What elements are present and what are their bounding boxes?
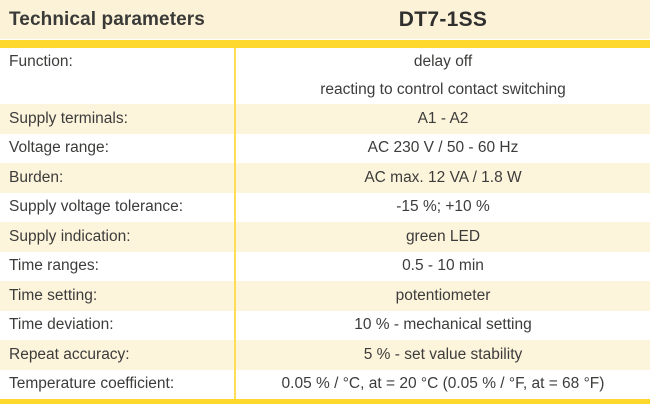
param-value: 5 % - set value stability (363, 345, 523, 363)
table-row: Time setting: potentiometer (0, 281, 650, 311)
param-value: potentiometer (395, 286, 491, 304)
param-value: 0.05 % / °C, at = 20 °C (0.05 % / °F, at… (281, 375, 605, 393)
param-label: Time deviation: (0, 310, 236, 340)
table-row: Voltage range: AC 230 V / 50 - 60 Hz (0, 133, 650, 163)
param-value: AC 230 V / 50 - 60 Hz (367, 139, 519, 157)
param-label: Supply terminals: (0, 104, 236, 134)
param-value: A1 - A2 (417, 109, 469, 127)
accent-bar-bottom (0, 399, 650, 404)
param-label: Time ranges: (0, 251, 236, 281)
param-value-line-1: delay off (413, 53, 473, 70)
param-value: 10 % - mechanical setting (354, 316, 532, 334)
param-value: delay off reacting to control contact sw… (236, 48, 650, 104)
param-label: Supply indication: (0, 222, 236, 252)
param-label: Repeat accuracy: (0, 340, 236, 370)
table-row: Function: delay off reacting to control … (0, 48, 650, 104)
param-label: Time setting: (0, 281, 236, 311)
param-value: AC max. 12 VA / 1.8 W (364, 168, 522, 186)
param-label: Supply voltage tolerance: (0, 192, 236, 222)
table-row: Time ranges: 0.5 - 10 min (0, 251, 650, 281)
header-divider (0, 39, 650, 40)
param-value-line-2: reacting to control contact switching (320, 81, 566, 98)
table-row: Supply indication: green LED (0, 222, 650, 252)
table-row: Supply voltage tolerance: -15 %; +10 % (0, 192, 650, 222)
param-value: -15 %; +10 % (396, 198, 490, 216)
param-label: Temperature coefficient: (0, 369, 236, 399)
table-header: Technical parameters DT7-1SS (0, 0, 650, 39)
param-label: Voltage range: (0, 133, 236, 163)
accent-bar-top (0, 40, 650, 48)
table-row: Burden: AC max. 12 VA / 1.8 W (0, 163, 650, 193)
param-label: Burden: (0, 163, 236, 193)
param-value: 0.5 - 10 min (402, 257, 484, 275)
table-row: Time deviation: 10 % - mechanical settin… (0, 310, 650, 340)
param-value: green LED (405, 227, 481, 245)
param-label: Function: (0, 48, 236, 104)
product-model: DT7-1SS (398, 7, 488, 31)
parameters-table: Function: delay off reacting to control … (0, 48, 650, 399)
table-row: Repeat accuracy: 5 % - set value stabili… (0, 340, 650, 370)
table-row: Supply terminals: A1 - A2 (0, 104, 650, 134)
table-row: Temperature coefficient: 0.05 % / °C, at… (0, 369, 650, 399)
page-title: Technical parameters (9, 8, 205, 30)
